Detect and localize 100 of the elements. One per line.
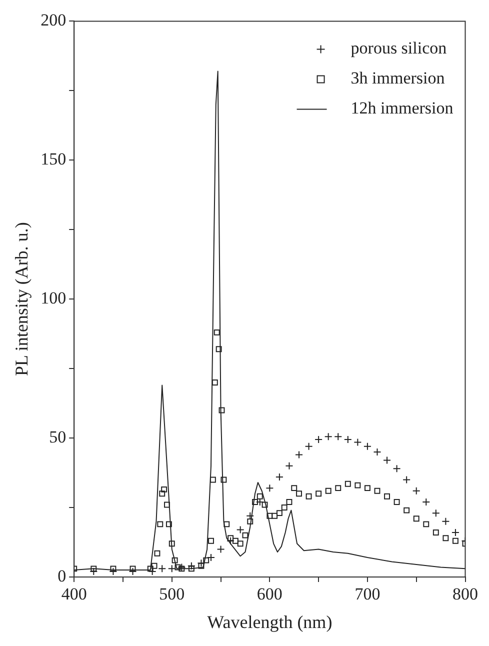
point xyxy=(304,442,313,450)
point xyxy=(335,485,342,492)
point xyxy=(174,564,181,570)
point xyxy=(242,532,248,538)
point xyxy=(344,480,351,487)
point xyxy=(256,493,263,500)
point xyxy=(344,435,352,444)
point xyxy=(109,567,118,576)
point xyxy=(208,538,214,544)
point xyxy=(275,472,284,481)
x-axis-title: Wavelength (nm) xyxy=(207,612,332,632)
point xyxy=(159,490,166,497)
point xyxy=(188,566,194,572)
point xyxy=(373,448,382,456)
point xyxy=(262,502,268,508)
point xyxy=(392,464,401,473)
point xyxy=(296,490,302,497)
point xyxy=(334,432,342,441)
point xyxy=(216,545,225,554)
y-tick-label: 200 xyxy=(40,10,66,30)
point xyxy=(291,485,298,492)
point xyxy=(214,329,220,336)
point xyxy=(286,498,292,505)
y-tick-label: 0 xyxy=(58,566,66,586)
point xyxy=(90,567,98,576)
point xyxy=(178,563,186,572)
point xyxy=(164,502,170,508)
point xyxy=(432,530,439,536)
point xyxy=(151,562,158,569)
y-tick-label: 100 xyxy=(40,288,66,308)
point xyxy=(442,535,449,542)
point xyxy=(266,512,273,519)
point xyxy=(252,498,258,505)
point xyxy=(232,538,238,544)
point xyxy=(198,562,204,569)
point xyxy=(394,498,400,505)
point xyxy=(154,550,160,556)
point xyxy=(237,540,244,547)
point xyxy=(384,493,390,500)
point xyxy=(276,510,282,516)
point xyxy=(306,493,312,500)
x-tick-label: 500 xyxy=(159,584,185,604)
point xyxy=(266,484,274,492)
legend-label: 12h immersion xyxy=(350,98,454,118)
x-tick-label: 600 xyxy=(256,584,282,604)
legend-label: 3h immersion xyxy=(350,68,446,88)
point xyxy=(178,566,185,572)
point xyxy=(247,518,254,524)
x-tick-label: 800 xyxy=(452,584,478,604)
point xyxy=(172,557,178,564)
point xyxy=(220,476,227,483)
point xyxy=(432,509,440,518)
x-tick-label: 700 xyxy=(354,584,380,604)
point xyxy=(168,540,175,547)
point xyxy=(354,438,362,446)
point xyxy=(218,407,225,414)
point xyxy=(402,476,411,484)
point xyxy=(236,526,244,534)
x-tick-label: 400 xyxy=(61,584,87,604)
point xyxy=(157,521,164,528)
point xyxy=(374,488,380,494)
point xyxy=(324,432,332,441)
point xyxy=(224,521,230,528)
point xyxy=(316,490,322,497)
point xyxy=(168,564,176,573)
point xyxy=(128,567,137,576)
point xyxy=(272,512,278,519)
point xyxy=(285,462,294,470)
point xyxy=(203,557,210,564)
point xyxy=(423,521,430,528)
point xyxy=(404,507,410,514)
point xyxy=(161,486,168,492)
point xyxy=(363,442,372,450)
point xyxy=(413,516,420,522)
point xyxy=(452,538,458,544)
point xyxy=(451,528,460,537)
point xyxy=(442,517,450,526)
point xyxy=(228,535,234,542)
y-tick-label: 50 xyxy=(49,428,66,447)
point xyxy=(210,476,216,483)
point xyxy=(364,485,370,492)
point xyxy=(226,536,235,545)
point xyxy=(187,562,196,570)
point xyxy=(158,564,166,573)
y-axis-title: PL intensity (Arb. u.) xyxy=(12,222,32,376)
point xyxy=(354,482,361,488)
point xyxy=(412,486,420,495)
point xyxy=(325,488,332,494)
point xyxy=(422,498,430,506)
point xyxy=(212,379,218,386)
point xyxy=(295,450,304,459)
point xyxy=(147,566,154,572)
point xyxy=(207,554,216,562)
point xyxy=(281,504,288,510)
point xyxy=(383,456,392,464)
point xyxy=(166,521,172,528)
point xyxy=(216,346,222,352)
point xyxy=(197,559,206,568)
legend-label: porous silicon xyxy=(350,38,448,58)
y-tick-label: 150 xyxy=(40,150,66,169)
